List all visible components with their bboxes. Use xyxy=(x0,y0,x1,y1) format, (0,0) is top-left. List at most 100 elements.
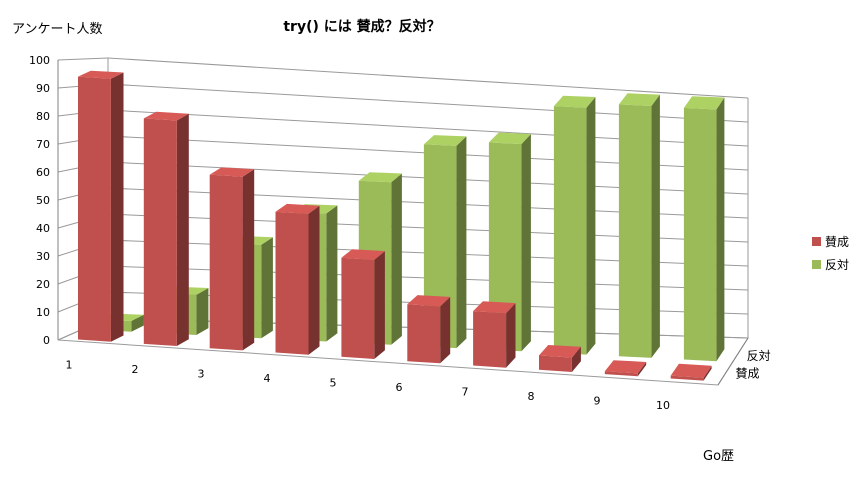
legend-swatch-sansei xyxy=(812,237,821,246)
y-tick-label: 40 xyxy=(36,222,50,235)
bar-hantai-10 xyxy=(683,96,725,362)
y-tick-label: 30 xyxy=(36,250,50,263)
bar-hantai-9-front xyxy=(618,104,652,358)
x-tick-label: 7 xyxy=(462,385,469,398)
bar-hantai-10-side xyxy=(716,97,725,362)
bar-sansei-9-front xyxy=(604,371,638,377)
x-tick-labels: 1 2 3 4 5 6 7 8 9 10 xyxy=(66,358,671,412)
bar-sansei-4-side xyxy=(308,205,320,355)
bar-sansei-7 xyxy=(473,301,516,368)
bar-sansei-2-front xyxy=(143,118,177,347)
bar-sansei-7-side xyxy=(506,303,516,368)
bar-sansei-4-front xyxy=(275,211,309,355)
bar-hantai-10-front xyxy=(683,107,717,362)
bar-sansei-8-top xyxy=(539,345,581,358)
bar-sansei-6 xyxy=(407,295,451,364)
x-tick-label: 1 xyxy=(66,358,73,371)
x-tick-label: 4 xyxy=(264,372,271,385)
bar-sansei-3 xyxy=(209,167,255,351)
bar-hantai-7-top xyxy=(488,132,531,145)
bar-hantai-5-top xyxy=(358,172,402,183)
bar-sansei-5 xyxy=(341,249,385,359)
bar-sansei-6-side xyxy=(440,296,451,364)
bar-hantai-7 xyxy=(488,132,531,352)
gridline-side xyxy=(57,57,109,61)
y-tick-label: 0 xyxy=(43,334,50,347)
bar-sansei-5-front xyxy=(341,257,375,359)
y-tick-label: 20 xyxy=(36,278,50,291)
bar-sansei-5-top xyxy=(341,249,385,260)
bar-sansei-10 xyxy=(670,363,712,381)
y-tick-label: 70 xyxy=(36,138,50,151)
bar-hantai-5-side xyxy=(391,173,402,345)
gridline-back xyxy=(107,57,749,99)
bar-sansei-8 xyxy=(539,345,581,372)
bar-hantai-2-side xyxy=(196,288,209,335)
depth-tick-label: 反対 xyxy=(747,349,771,363)
y-tick-label: 10 xyxy=(36,306,50,319)
x-tick-label: 8 xyxy=(528,390,535,403)
depth-axis-line xyxy=(717,337,749,386)
bar-sansei-7-front xyxy=(473,311,507,368)
bar-hantai-6-side xyxy=(456,136,467,349)
bar-sansei-6-front xyxy=(407,304,441,364)
depth-tick-label: 賛成 xyxy=(736,366,760,380)
bar-sansei-1-side xyxy=(110,72,124,342)
bar-sansei-2-top xyxy=(143,111,189,121)
bar-sansei-2-side xyxy=(176,113,189,346)
legend-label-sansei: 賛成 xyxy=(825,235,849,249)
x-tick-label: 10 xyxy=(656,399,670,412)
bar-sansei-3-side xyxy=(242,169,255,351)
bar-sansei-10-side xyxy=(703,365,712,381)
bar-sansei-3-front xyxy=(209,174,243,351)
bar-sansei-5-side xyxy=(374,251,385,359)
x-tick-label: 3 xyxy=(198,367,205,380)
bar-hantai-1-side xyxy=(131,314,144,332)
bar-sansei-6-top xyxy=(407,295,451,307)
bar-sansei-1 xyxy=(78,70,124,342)
x-axis-label: Go歴 xyxy=(703,449,734,464)
bar-hantai-7-front xyxy=(488,142,522,352)
y-tick-label: 90 xyxy=(36,82,50,95)
bar-hantai-7-side xyxy=(521,134,531,352)
bar-sansei-10-top xyxy=(670,363,712,378)
bar-hantai-8-side xyxy=(586,97,596,355)
bar-hantai-8 xyxy=(553,95,596,355)
legend: 賛成 反対 xyxy=(812,235,849,272)
y-tick-label: 60 xyxy=(36,166,50,179)
bar-hantai-10-top xyxy=(683,96,725,110)
y-tick-label: 50 xyxy=(36,194,50,207)
legend-swatch-hantai xyxy=(812,260,821,269)
bar-sansei-9-side xyxy=(637,362,647,377)
bar-sansei-1-top xyxy=(78,70,124,79)
y-tick-labels: 0 10 20 30 40 50 60 70 80 90 100 xyxy=(29,54,50,347)
x-tick-label: 2 xyxy=(132,363,139,376)
y-tick-label: 80 xyxy=(36,110,50,123)
bar-hantai-8-front xyxy=(553,106,587,355)
bar-sansei-8-side xyxy=(571,346,581,372)
bar-hantai-9-top xyxy=(618,93,660,106)
bar-hantai-8-top xyxy=(553,95,596,108)
y-axis-label: アンケート人数 xyxy=(12,22,102,37)
bar-sansei-9-top xyxy=(604,360,647,374)
bar-hantai-6-top xyxy=(423,135,467,146)
x-tick-label: 5 xyxy=(330,376,337,389)
chart-title: try() には 賛成？反対？ xyxy=(283,18,440,35)
bar-sansei-7-top xyxy=(473,301,516,314)
x-tick-label: 9 xyxy=(594,394,601,407)
bar-sansei-4 xyxy=(275,203,320,355)
bar-sansei-10-front xyxy=(670,375,704,381)
x-tick-label: 6 xyxy=(396,381,403,394)
bar-hantai-4-side xyxy=(326,205,338,342)
bar-hantai-3-side xyxy=(261,237,273,339)
bars xyxy=(78,70,725,381)
y-tick-label: 100 xyxy=(29,54,50,67)
bar-hantai-9-side xyxy=(651,94,660,358)
bar-sansei-4-top xyxy=(275,203,320,214)
bar-sansei-9 xyxy=(604,360,647,377)
bar-sansei-8-front xyxy=(539,355,572,372)
bar-sansei-1-front xyxy=(78,76,111,342)
legend-label-hantai: 反対 xyxy=(825,258,849,272)
